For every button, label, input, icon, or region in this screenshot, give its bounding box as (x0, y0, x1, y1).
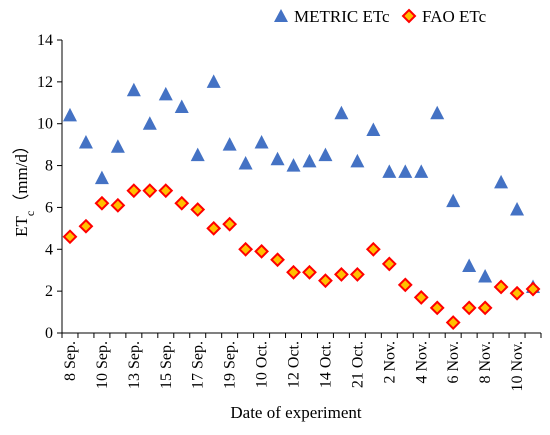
fao-point (349, 266, 365, 282)
metric-point (462, 258, 477, 273)
fao-point (62, 229, 78, 245)
metric-point (206, 74, 221, 88)
metric-point (286, 158, 301, 172)
x-axis-title: Date of experiment (230, 403, 361, 422)
fao-point (365, 241, 381, 257)
fao-point (94, 195, 110, 211)
metric-point (478, 268, 493, 283)
fao-point (525, 281, 541, 297)
legend-fao-label: FAO ETc (422, 7, 487, 26)
y-tick-label: 6 (45, 199, 53, 216)
fao-point (413, 290, 429, 305)
x-tick-label: 17 Sep. (190, 341, 207, 389)
fao-point (429, 300, 445, 316)
metric-point (222, 137, 237, 151)
metric-point (270, 151, 285, 166)
fao-point (190, 202, 206, 217)
y-tick-label: 2 (45, 283, 53, 300)
legend-metric-marker (274, 9, 288, 22)
fao-point (493, 279, 509, 295)
y-tick-label: 4 (45, 241, 53, 258)
fao-point (78, 218, 94, 234)
metric-point (398, 164, 413, 178)
x-tick-label: 10 Oct. (254, 341, 271, 388)
x-tick-label: 4 Nov. (413, 341, 430, 384)
fao-point (142, 183, 158, 199)
fao-point (270, 252, 285, 268)
metric-point (254, 135, 269, 149)
fao-point (126, 183, 142, 199)
fao-point (158, 183, 174, 199)
metric-point (414, 164, 429, 178)
metric-point (238, 155, 253, 170)
metric-point (158, 86, 173, 101)
fao-point (222, 216, 238, 232)
x-tick-label: 8 Nov. (477, 341, 494, 384)
x-tick-label: 2 Nov. (381, 341, 398, 384)
fao-point (334, 266, 349, 282)
metric-point (174, 99, 189, 113)
fao-point (286, 264, 301, 280)
metric-point (510, 202, 525, 216)
metric-point (62, 107, 77, 122)
y-tick-label: 10 (37, 116, 53, 133)
metric-point (446, 193, 461, 208)
legend-fao-marker (401, 8, 417, 24)
metric-point (110, 139, 125, 153)
fao-point (477, 300, 493, 316)
fao-point (206, 220, 222, 236)
metric-point (494, 174, 509, 189)
y-tick-label: 12 (37, 74, 53, 91)
fao-point (397, 277, 413, 293)
fao-point (509, 285, 525, 301)
metric-point (78, 135, 93, 149)
x-tick-label: 12 Oct. (286, 341, 303, 388)
fao-point (110, 197, 126, 213)
y-axis-title-unit: （mm/d） (12, 137, 31, 211)
x-tick-label: 10 Sep. (94, 341, 111, 389)
metric-point (142, 116, 157, 130)
metric-point (190, 147, 205, 162)
metric-point (350, 153, 365, 168)
fao-point (445, 315, 461, 330)
metric-point (318, 147, 333, 162)
metric-point (126, 82, 141, 97)
metric-point (366, 122, 381, 136)
x-tick-label: 10 Nov. (509, 341, 526, 392)
fao-point (174, 195, 190, 211)
y-axis-title: ETc（mm/d） (12, 137, 37, 237)
metric-point (382, 164, 397, 178)
y-tick-label: 0 (45, 325, 53, 342)
fao-point (381, 256, 397, 272)
fao-point (302, 264, 317, 280)
series-fao (62, 183, 541, 330)
x-tick-label: 21 Oct. (349, 341, 366, 388)
x-tick-label: 19 Sep. (222, 341, 239, 389)
x-ticks: 8 Sep. 10 Sep. 13 Sep. 15 Sep. 17 Sep. 19 Sep… (61, 333, 542, 392)
legend: METRIC ETc FAO ETc (274, 7, 487, 26)
fao-point (238, 241, 254, 257)
legend-metric-label: METRIC ETc (294, 7, 390, 26)
metric-point (430, 105, 445, 120)
y-axis-title-main: ET (12, 216, 31, 237)
fao-point (254, 243, 269, 259)
x-tick-label: 13 Sep. (126, 341, 143, 389)
x-tick-label: 6 Nov. (445, 341, 462, 384)
metric-point (94, 170, 109, 185)
y-ticks: 0 2 4 6 8 10 12 14 (37, 32, 62, 342)
fao-point (318, 273, 333, 289)
x-tick-label: 8 Sep. (62, 341, 79, 381)
fao-point (461, 300, 477, 316)
y-tick-label: 14 (37, 32, 53, 49)
x-tick-label: 14 Oct. (317, 341, 334, 388)
y-tick-label: 8 (45, 158, 53, 175)
y-axis-title-sub: c (23, 211, 37, 216)
metric-point (334, 105, 349, 120)
series-metric (62, 74, 541, 293)
x-tick-label: 15 Sep. (158, 341, 175, 389)
metric-point (302, 153, 317, 168)
